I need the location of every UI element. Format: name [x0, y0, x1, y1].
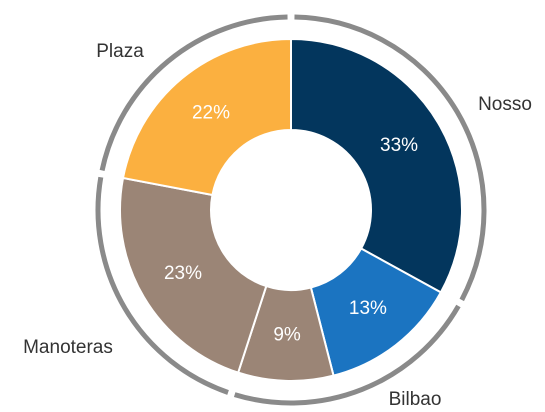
category-label: Bilbao: [389, 389, 442, 410]
category-label: Plaza: [96, 41, 144, 62]
outer-arc: [99, 14, 288, 171]
category-label: Nosso: [478, 94, 532, 115]
outer-arc: [95, 176, 229, 395]
value-label: 33%: [380, 135, 418, 156]
outer-arc: [294, 14, 487, 302]
donut-slice: [121, 37, 292, 197]
value-label: 23%: [164, 263, 202, 284]
value-label: 22%: [192, 102, 230, 123]
donut-slice: [290, 37, 463, 294]
donut-slice: [119, 176, 268, 374]
category-label: Manoteras: [23, 337, 113, 358]
value-label: 13%: [349, 298, 387, 319]
outer-arc: [233, 304, 461, 406]
value-label: 9%: [273, 324, 301, 345]
